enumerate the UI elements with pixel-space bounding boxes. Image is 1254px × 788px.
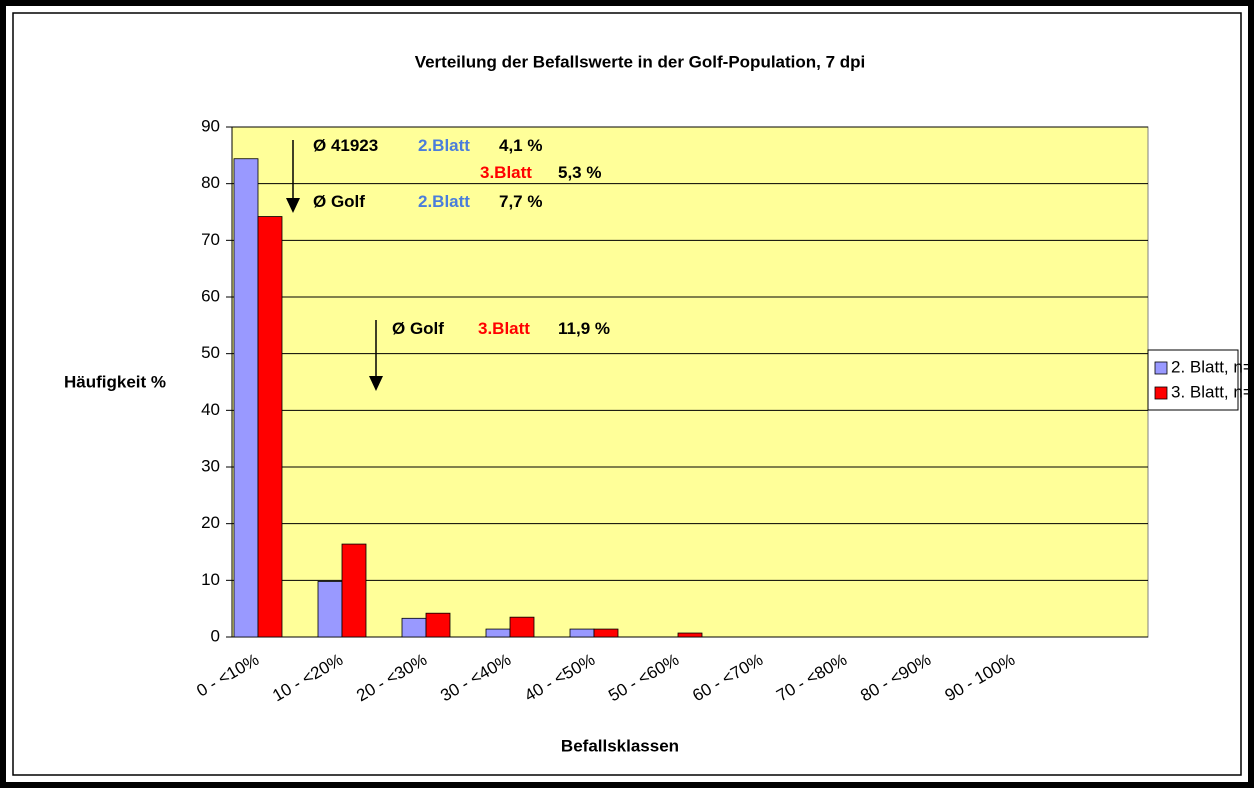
legend-box <box>1147 349 1239 411</box>
annotation-part: 3.Blatt <box>480 163 532 182</box>
bar <box>569 628 595 638</box>
y-axis-title: Häufigkeit % <box>64 372 166 391</box>
y-tick-label: 0 <box>211 626 220 645</box>
x-tick-label: 50 - <60% <box>605 650 682 705</box>
bar <box>257 216 283 638</box>
annotation-part: 2.Blatt <box>418 136 470 155</box>
bar <box>341 543 367 638</box>
legend-swatch <box>1154 386 1168 400</box>
x-tick-label: 80 - <90% <box>857 650 934 705</box>
bar <box>425 612 451 638</box>
annotation-part: 11,9 % <box>558 319 610 338</box>
arrow <box>286 140 300 213</box>
annotation-part: 3.Blatt <box>478 319 530 338</box>
bar <box>593 628 619 638</box>
y-tick-label: 60 <box>201 286 220 305</box>
bar <box>677 632 703 638</box>
y-tick-label: 30 <box>201 456 220 475</box>
annotation: Ø 41923 2.Blatt 4,1 % <box>313 136 542 155</box>
plot-area <box>231 126 1149 638</box>
y-tick-label: 70 <box>201 230 220 249</box>
x-tick-label: 70 - <80% <box>773 650 850 705</box>
annotation-part: 2.Blatt <box>418 192 470 211</box>
y-tick-label: 10 <box>201 570 220 589</box>
annotation-part: 7,7 % <box>499 192 542 211</box>
bar <box>401 617 427 638</box>
bar <box>485 628 511 638</box>
y-tick-label: 20 <box>201 513 220 532</box>
bar <box>509 616 535 638</box>
annotation-part: 5,3 % <box>558 163 601 182</box>
legend-swatch <box>1154 361 1168 375</box>
legend-label: 2. Blatt, n=154 <box>1171 357 1254 376</box>
legend-label: 3. Blatt, n=147 <box>1171 382 1254 401</box>
x-tick-label: 40 - <50% <box>521 650 598 705</box>
annotation-part: Ø Golf <box>313 192 365 211</box>
x-tick-label: 30 - <40% <box>437 650 514 705</box>
y-tick-label: 40 <box>201 400 220 419</box>
annotation-part: Ø 41923 <box>313 136 378 155</box>
x-tick-label: 90 - 100% <box>942 650 1019 705</box>
x-tick-label: 10 - <20% <box>269 650 346 705</box>
annotation-part: Ø Golf <box>392 319 444 338</box>
annotation-part: 4,1 % <box>499 136 542 155</box>
y-tick-label: 50 <box>201 343 220 362</box>
inner-frame <box>12 12 1242 776</box>
x-tick-label: 0 - <10% <box>193 650 262 701</box>
x-tick-label: 60 - <70% <box>689 650 766 705</box>
bar <box>317 581 343 638</box>
x-tick-label: 20 - <30% <box>353 650 430 705</box>
x-axis-title: Befallsklassen <box>561 736 679 755</box>
annotation: 3.Blatt 5,3 % <box>480 163 601 182</box>
y-tick-label: 80 <box>201 173 220 192</box>
arrow <box>369 320 383 391</box>
chart-title: Verteilung der Befallswerte in der Golf-… <box>415 52 866 71</box>
bar <box>233 158 259 638</box>
annotation: Ø Golf 2.Blatt 7,7 % <box>313 192 542 211</box>
annotation: Ø Golf 3.Blatt 11,9 % <box>392 319 610 338</box>
y-tick-label: 90 <box>201 116 220 135</box>
